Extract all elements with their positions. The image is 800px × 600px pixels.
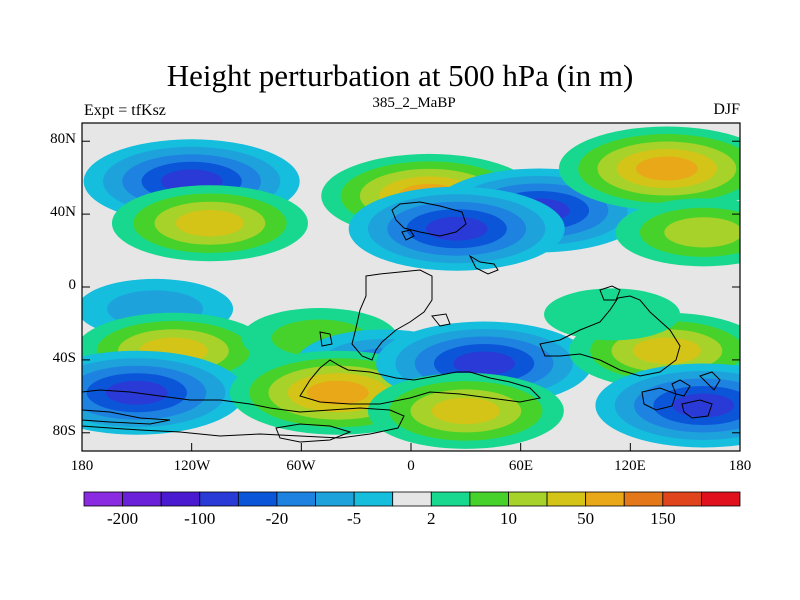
anomaly-4-level-4 (425, 216, 488, 241)
colorbar-label-2: -20 (265, 509, 289, 528)
colorbar-label-3: -5 (347, 509, 362, 528)
anomaly-13-level-4 (453, 351, 515, 376)
coastlines (81, 201, 721, 443)
anomaly-5-level-4 (636, 156, 698, 181)
colorbar-box-4 (237, 491, 278, 507)
anomaly-12-level-4 (307, 380, 369, 405)
anomaly-1-level-3 (175, 210, 245, 237)
plot-title: Height perturbation at 500 hPa (in m) (166, 58, 634, 93)
colorbar-box-9 (430, 491, 471, 507)
longitude-ticks (81, 443, 741, 451)
anomaly-16-level-4 (672, 393, 735, 418)
colorbar-box-8 (392, 491, 432, 507)
colorbar-box-15 (662, 491, 702, 507)
colorbar-box-6 (315, 491, 355, 507)
lon-label-0: 0 (407, 458, 415, 474)
colorbar-label-5: 10 (499, 509, 517, 528)
colorbar-box-13 (585, 491, 625, 507)
colorbar-box-5 (276, 491, 316, 507)
run-label: 385_2_MaBP (372, 95, 456, 111)
lon-label-60w: 60W (286, 458, 316, 474)
lat-label-40n: 40N (50, 204, 76, 220)
season-label: DJF (713, 101, 740, 118)
colorbar-box-7 (353, 491, 394, 507)
colorbar-box-3 (199, 491, 239, 507)
anomaly-15-level-3 (632, 337, 701, 364)
lat-label-80s: 80S (52, 423, 76, 439)
contour-fields (82, 123, 740, 451)
colorbar-box-12 (546, 491, 587, 507)
colorbar-label-7: 150 (650, 509, 676, 528)
colorbar (83, 491, 741, 507)
colorbar-box-14 (623, 491, 664, 507)
colorbar-box-2 (160, 491, 201, 507)
anomaly-6-level-2 (664, 217, 740, 248)
colorbar-label-0: -200 (106, 509, 139, 528)
colorbar-label-1: -100 (184, 509, 216, 528)
lon-label-180w: 180 (70, 458, 94, 474)
lon-label-120w: 120W (173, 458, 211, 474)
colorbar-box-10 (469, 491, 509, 507)
colorbar-box-1 (122, 491, 162, 507)
colorbar-box-0 (83, 491, 123, 507)
lat-label-80n: 80N (50, 131, 76, 147)
lat-label-0: 0 (68, 277, 77, 293)
colorbar-label-6: 50 (577, 509, 595, 528)
lon-label-120e: 120E (614, 458, 646, 474)
lon-label-60e: 60E (508, 458, 534, 474)
latitude-ticks (82, 140, 740, 434)
lat-label-40s: 40S (52, 350, 76, 366)
colorbar-label-4: 2 (427, 509, 436, 528)
colorbar-box-16 (701, 491, 741, 507)
anomaly-17-level-0 (544, 288, 681, 341)
lon-label-180e: 180 (728, 458, 752, 474)
anomaly-14-level-3 (431, 397, 500, 425)
experiment-label: Expt = tfKsz (84, 102, 166, 119)
colorbar-box-11 (508, 491, 548, 507)
